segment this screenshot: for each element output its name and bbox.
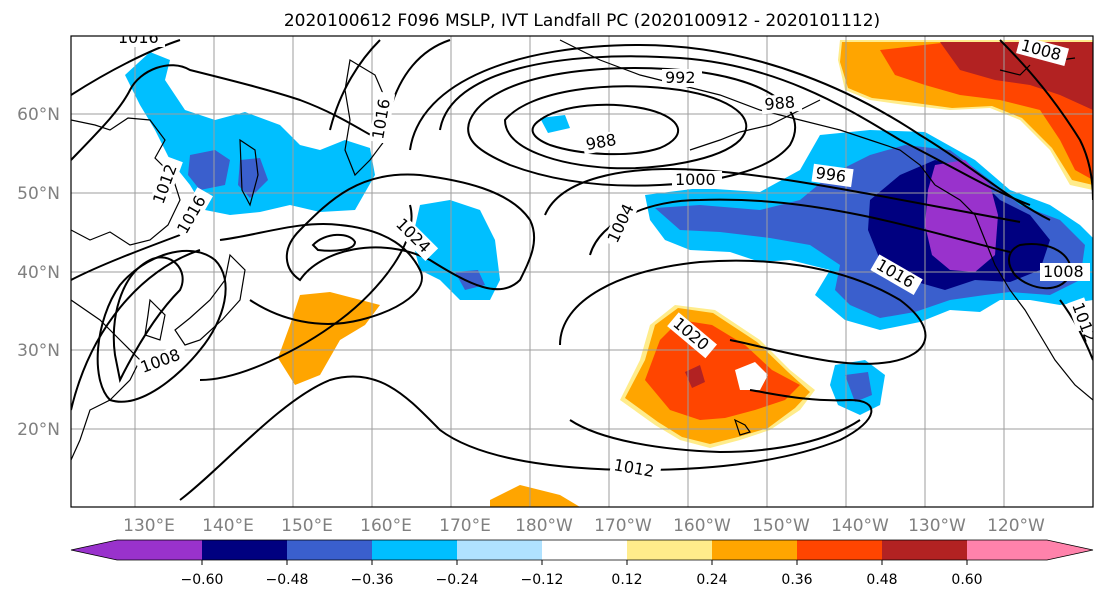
coastline-na-west: [934, 184, 1093, 401]
negative-anomaly-region: [238, 158, 268, 198]
coastline-alaska: [559, 39, 936, 186]
colorbar-tick-label: 0.60: [951, 572, 982, 588]
colorbar-segment: [202, 540, 287, 560]
coastline-japan: [174, 253, 246, 346]
contour-label: 1008: [1043, 262, 1084, 281]
isobar-line: [71, 249, 201, 411]
isobar-line: [71, 234, 181, 281]
colorbar-ticks: [201, 560, 968, 565]
isobar-line: [409, 43, 1051, 221]
lon-label: 180°W: [515, 516, 573, 536]
isobar-line: [544, 168, 1021, 223]
colorbar-segment: [712, 540, 797, 560]
isobar-line: [219, 223, 423, 325]
lat-label-group: 60°N 50°N 40°N 30°N 20°N: [17, 105, 60, 440]
coastline-sakhalin: [239, 138, 259, 207]
lon-label: 170°W: [594, 516, 652, 536]
colorbar-segment: [797, 540, 882, 560]
colorbar-segment: [287, 540, 372, 560]
colorbar-segment: [117, 540, 202, 560]
lon-label: 140°E: [202, 516, 254, 536]
positive-anomaly-region: [645, 320, 800, 420]
coastlines: [71, 39, 1093, 461]
positive-anomaly-region: [278, 292, 380, 385]
colorbar-tick-label: −0.12: [521, 572, 564, 588]
colorbar-segment: [457, 540, 542, 560]
positive-anomaly-region: [735, 362, 768, 390]
colorbar-tick-label: −0.48: [266, 572, 309, 588]
map-frame: [70, 35, 1094, 508]
isobar-line: [559, 259, 927, 365]
colorbar-tick-label: 0.36: [781, 572, 812, 588]
isobar-line: [179, 375, 873, 501]
colorbar-tick-label: 0.24: [696, 572, 727, 588]
isobar-line: [467, 67, 797, 187]
contour-label: 996: [814, 163, 847, 186]
positive-anomaly-region: [490, 485, 580, 507]
lat-label: 20°N: [17, 420, 60, 440]
lon-label: 120°W: [987, 516, 1045, 536]
colorbar-tick-label: −0.60: [181, 572, 224, 588]
isobar-line: [329, 39, 381, 131]
lat-label: 60°N: [17, 105, 60, 125]
figure-title: 2020100612 F096 MSLP, IVT Landfall PC (2…: [284, 11, 880, 31]
colorbar-segment: [967, 540, 1047, 560]
contour-label: 988: [764, 92, 796, 114]
lat-label: 30°N: [17, 341, 60, 361]
isobar-line: [71, 64, 381, 161]
lat-label: 40°N: [17, 263, 60, 283]
negative-anomaly-region: [540, 115, 570, 133]
colorbar-segment: [542, 540, 627, 560]
positive-anomaly-region: [685, 365, 705, 388]
contour-label: 1016: [118, 28, 159, 47]
lon-label: 130°W: [908, 516, 966, 536]
lon-label-group: 130°E 140°E 150°E 160°E 170°E 180°W 170°…: [123, 516, 1045, 536]
colorbar-segment: [372, 540, 457, 560]
isobar-line: [96, 250, 227, 403]
negative-anomaly-region: [845, 372, 872, 402]
colorbar-outline: [70, 539, 1094, 561]
lon-label: 150°W: [752, 516, 810, 536]
lon-label: 130°E: [123, 516, 175, 536]
colorbar: −0.60 −0.48 −0.36 −0.24 −0.12 0.12 0.24 …: [70, 539, 1094, 588]
contour-label: 992: [665, 68, 696, 87]
isobar-line: [311, 233, 357, 252]
colorbar-tick-label: −0.24: [436, 572, 479, 588]
coastline-aleutians: [689, 99, 821, 151]
map-area: 1016 992 988 988 1016 1012 1016 1000 996…: [71, 28, 1093, 507]
isobar-line: [503, 85, 748, 170]
isobar-line: [999, 39, 1093, 201]
coastline-hawaii: [733, 418, 751, 436]
lon-label: 160°E: [360, 516, 412, 536]
colorbar-tick-label: −0.36: [351, 572, 394, 588]
lon-label: 140°W: [831, 516, 889, 536]
colorbar-tick-label-group: −0.60 −0.48 −0.36 −0.24 −0.12 0.12 0.24 …: [181, 572, 983, 588]
lon-label: 160°W: [673, 516, 731, 536]
colorbar-segment: [71, 540, 117, 560]
negative-anomaly-region: [125, 52, 375, 215]
isobar-line: [71, 39, 181, 96]
colorbar-segment: [1047, 540, 1093, 560]
lon-label: 170°E: [439, 516, 491, 536]
colorbar-segment: [882, 540, 967, 560]
colorbar-segment: [627, 540, 712, 560]
isobar-line: [439, 55, 1031, 206]
lon-label: 150°E: [281, 516, 333, 536]
isobar-line: [531, 103, 680, 156]
isobar-line: [569, 419, 861, 454]
lat-label: 50°N: [17, 184, 60, 204]
negative-anomaly-region: [188, 150, 230, 190]
coastline-korea: [144, 298, 166, 341]
contour-label: 1000: [675, 170, 716, 189]
isobar-line: [1008, 243, 1072, 290]
colorbar-tick-label: 0.48: [866, 572, 897, 588]
colorbar-tick-label: 0.12: [611, 572, 642, 588]
